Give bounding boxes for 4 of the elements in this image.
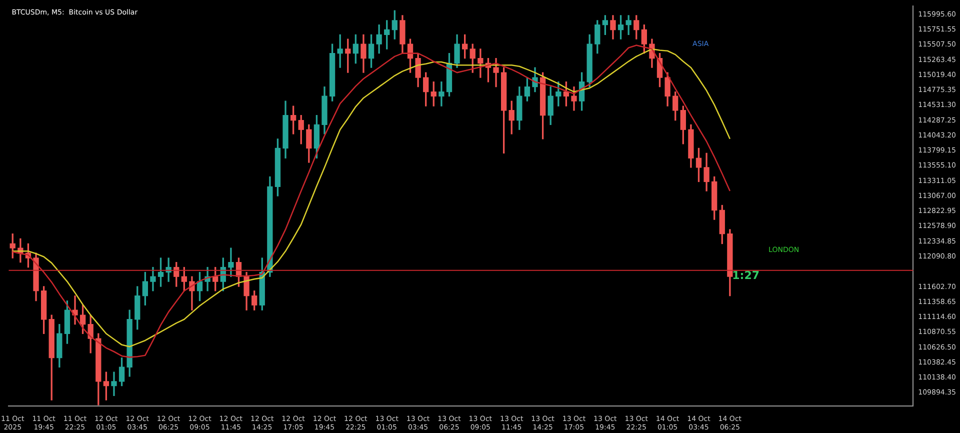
candlestick (438, 82, 444, 106)
candlestick (626, 15, 632, 36)
candlestick (111, 372, 117, 396)
annotation: 1:27 (732, 269, 760, 282)
